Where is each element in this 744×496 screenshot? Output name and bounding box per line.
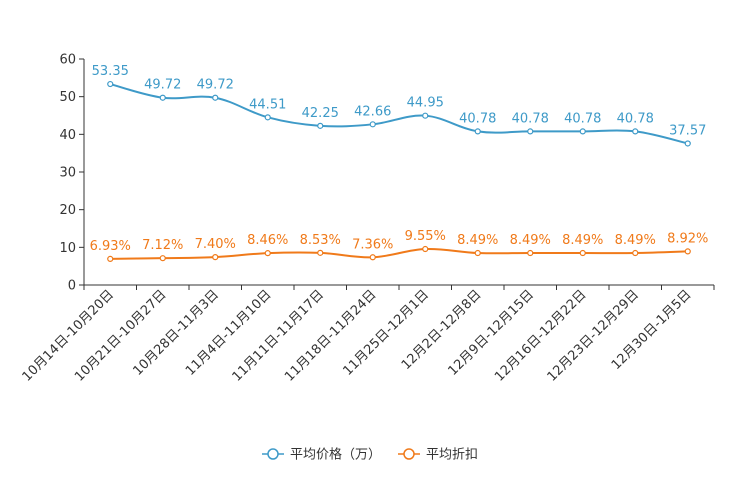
y-tick-label: 40	[59, 128, 76, 143]
data-point[interactable]	[527, 249, 534, 257]
x-tick-label: 12月23日-12月29日	[545, 287, 642, 384]
data-point[interactable]	[212, 94, 219, 101]
data-label: 8.49%	[562, 233, 603, 248]
data-label: 44.95	[407, 96, 444, 111]
legend-label-1[interactable]: 平均折扣	[426, 448, 478, 463]
data-label: 42.66	[354, 104, 391, 119]
data-label: 44.51	[249, 97, 286, 112]
x-tick-label: 11月18日-11月24日	[282, 287, 379, 384]
data-point[interactable]	[107, 255, 114, 262]
data-point[interactable]	[159, 255, 166, 262]
data-point[interactable]	[474, 249, 481, 257]
data-label: 40.78	[512, 111, 549, 126]
y-tick-label: 50	[59, 90, 76, 105]
series-line-1	[110, 247, 688, 260]
data-label: 8.92%	[667, 231, 708, 246]
data-point[interactable]	[684, 248, 691, 255]
series-line-0	[109, 83, 688, 145]
data-label: 40.78	[564, 111, 601, 126]
data-label: 49.72	[144, 78, 181, 93]
x-tick-label: 11月11日-11月17日	[230, 287, 327, 384]
y-tick-label: 30	[59, 166, 76, 181]
data-label: 6.93%	[90, 239, 131, 254]
data-point[interactable]	[632, 249, 639, 257]
data-point[interactable]	[369, 254, 376, 261]
data-point[interactable]	[579, 249, 586, 257]
data-label: 8.46%	[247, 233, 288, 248]
data-point[interactable]	[317, 122, 324, 129]
data-label: 8.49%	[457, 233, 498, 248]
legend-marker-1[interactable]	[403, 448, 415, 460]
y-tick-label: 0	[68, 279, 76, 294]
data-point[interactable]	[369, 121, 376, 128]
y-tick-label: 60	[59, 53, 76, 68]
data-point[interactable]	[317, 249, 324, 256]
data-label: 7.36%	[352, 237, 393, 252]
data-label: 7.12%	[142, 238, 183, 253]
data-point[interactable]	[579, 128, 586, 135]
data-point[interactable]	[422, 112, 429, 119]
data-point[interactable]	[684, 140, 691, 147]
data-label: 8.53%	[300, 233, 341, 248]
data-label: 53.35	[92, 64, 129, 79]
x-tick-label: 10月14日-10月20日	[20, 287, 117, 384]
data-label: 9.55%	[405, 229, 446, 244]
x-tick-label: 10月21日-10月27日	[72, 287, 169, 384]
data-point[interactable]	[107, 80, 114, 88]
data-point[interactable]	[527, 128, 534, 135]
y-tick-label: 10	[59, 241, 76, 256]
data-point[interactable]	[632, 128, 639, 135]
data-point[interactable]	[212, 254, 219, 261]
data-label: 40.78	[617, 111, 654, 126]
y-tick-label: 20	[59, 203, 76, 218]
data-label: 8.49%	[615, 233, 656, 248]
data-point[interactable]	[159, 94, 166, 101]
data-label: 49.72	[197, 78, 234, 93]
legend-marker-0[interactable]	[267, 448, 279, 460]
x-tick-label: 12月16日-12月22日	[492, 287, 589, 384]
data-point[interactable]	[474, 128, 481, 135]
data-label: 37.57	[669, 123, 706, 138]
data-label: 7.40%	[195, 237, 236, 252]
data-point[interactable]	[264, 250, 271, 257]
data-point[interactable]	[264, 114, 271, 121]
data-point[interactable]	[422, 245, 429, 253]
data-label: 40.78	[459, 111, 496, 126]
data-label: 8.49%	[510, 233, 551, 248]
legend-label-0[interactable]: 平均价格（万）	[290, 447, 381, 463]
data-label: 42.25	[302, 106, 339, 121]
